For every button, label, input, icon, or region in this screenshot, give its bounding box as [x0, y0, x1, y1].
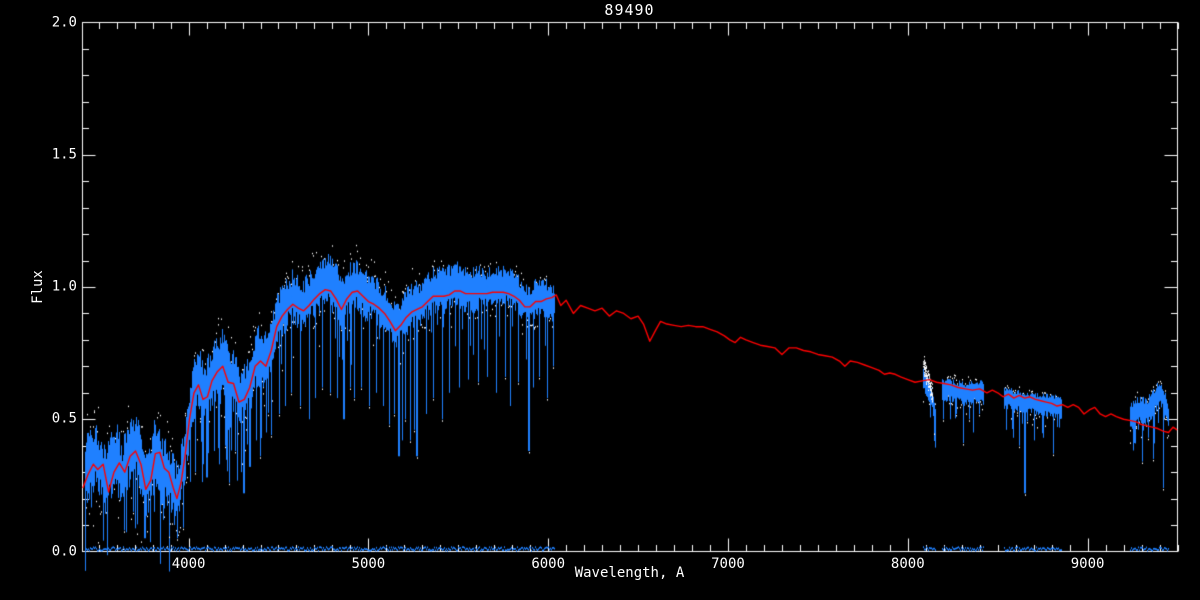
plot-title: 89490 [604, 1, 655, 19]
y-tick-label: 2.0 [51, 14, 77, 31]
x-tick-label: 5000 [351, 556, 386, 572]
x-tick-label: 6000 [531, 556, 566, 572]
y-tick-label: 0.5 [51, 410, 77, 427]
y-tick-label: 1.0 [51, 278, 77, 295]
x-tick-label: 8000 [890, 556, 925, 572]
y-tick-label: 1.5 [51, 146, 77, 163]
x-tick-label: 7000 [711, 556, 745, 572]
x-axis-label: Wavelength, A [574, 565, 685, 581]
x-tick-label: 9000 [1070, 556, 1105, 572]
x-tick-label: 4000 [171, 556, 206, 572]
y-tick-label: 0.0 [51, 543, 77, 560]
